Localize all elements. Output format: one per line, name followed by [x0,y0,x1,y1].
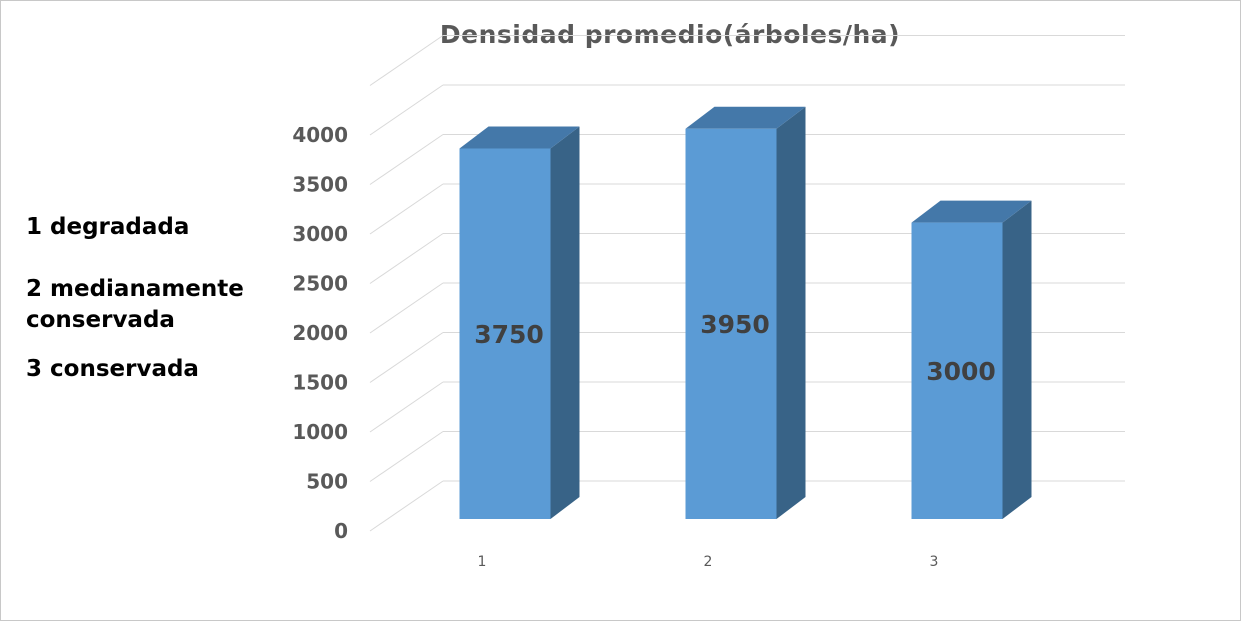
bar-side-1 [550,126,580,519]
gridline-depth-top [369,35,444,86]
bar-side-2 [776,106,806,520]
gridline-depth-4000 [369,84,444,136]
gridline-depth-500 [369,431,444,482]
bar-top-3 [911,200,1032,223]
gridline-depth-0 [369,480,444,532]
y-tick-label-500: 500 [306,470,348,494]
x-tick-label-1: 1 [478,554,487,570]
chart-title: Densidad promedio(árboles/ha) [439,20,901,49]
y-tick-label-2000: 2000 [292,321,348,345]
y-tick-label-4000: 4000 [292,123,348,147]
gridline-depth-3000 [369,183,444,235]
legend-note-conservada: 3 conservada [26,356,199,382]
data-label-1: 3750 [474,320,544,349]
data-label-2: 3950 [700,310,770,339]
bar-top-1 [459,126,580,149]
bar-2 [685,128,777,520]
x-tick-label-2: 2 [704,554,713,570]
gridline-depth-3500 [369,134,444,185]
y-tick-label-3000: 3000 [292,222,348,246]
y-tick-label-0: 0 [334,519,348,543]
y-tick-label-2500: 2500 [292,272,348,296]
gridline-depth-1000 [369,381,444,433]
gridline-depth-2000 [369,282,444,334]
x-tick-label-3: 3 [930,554,939,570]
y-tick-label-1000: 1000 [292,420,348,444]
legend-note-degradada: 1 degradada [26,214,190,240]
y-tick-label-1500: 1500 [292,371,348,395]
bar-top-2 [685,106,806,129]
gridline-depth-1500 [369,332,444,383]
data-label-3: 3000 [926,357,996,386]
legend-note-conservada-cont: conservada [26,307,175,333]
gridline-depth-2500 [369,233,444,284]
legend-note-medianamente: 2 medianamente [26,276,244,302]
bar-side-3 [1002,200,1032,519]
bar-1 [459,148,551,519]
y-tick-label-3500: 3500 [292,173,348,197]
bar-3 [911,222,1003,519]
